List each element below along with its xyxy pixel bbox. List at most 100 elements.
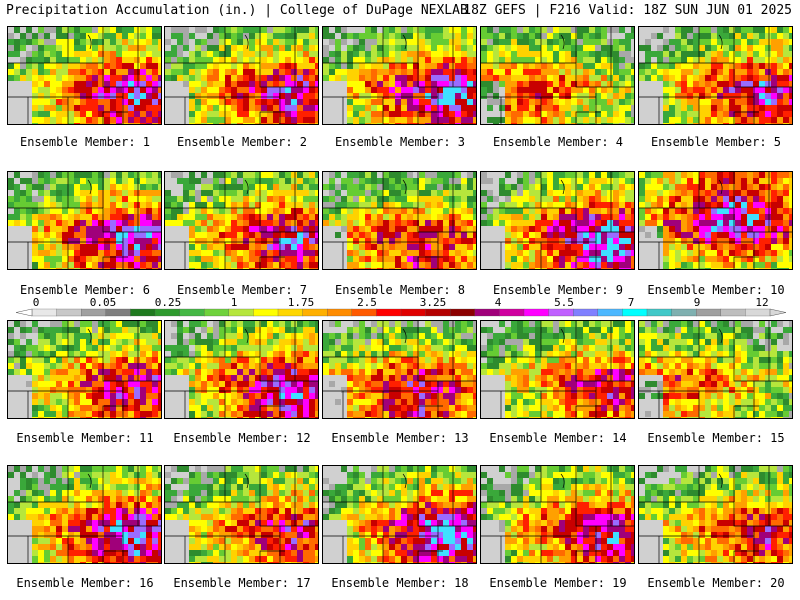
ensemble-member-label: Ensemble Member: 5 (650, 135, 782, 149)
colorbar-swatch (646, 308, 673, 317)
ensemble-member-map (164, 26, 319, 125)
colorbar-swatch (204, 308, 230, 317)
ensemble-member-map (164, 320, 319, 419)
colorbar-tick-label: 0.25 (155, 296, 182, 309)
precipitation-map (481, 321, 634, 418)
precipitation-map (8, 27, 161, 124)
ensemble-member-map (7, 171, 162, 270)
ensemble-member-label: Ensemble Member: 11 (16, 431, 154, 445)
colorbar-swatch (302, 308, 328, 317)
colorbar-swatch (351, 308, 377, 317)
precipitation-map (323, 321, 476, 418)
precipitation-map (639, 466, 792, 563)
colorbar-swatch (622, 308, 648, 317)
colorbar-swatch (523, 308, 550, 317)
colorbar-tick-label: 3.25 (420, 296, 447, 309)
colorbar-swatch (277, 308, 304, 317)
ensemble-member-label: Ensemble Member: 19 (489, 576, 627, 590)
ensemble-member-map (638, 171, 793, 270)
precipitation-map (639, 172, 792, 269)
precipitation-map (165, 27, 318, 124)
colorbar-left-arrow (15, 308, 33, 317)
ensemble-member-map (480, 26, 635, 125)
ensemble-member-map (480, 171, 635, 270)
header-run-info: 18Z GEFS | F216 Valid: 18Z SUN JUN 01 20… (463, 3, 792, 18)
colorbar-swatch (130, 308, 156, 317)
ensemble-member-map (7, 26, 162, 125)
ensemble-member-label: Ensemble Member: 4 (492, 135, 624, 149)
ensemble-member-label: Ensemble Member: 6 (19, 283, 151, 297)
ensemble-member-label: Ensemble Member: 10 (647, 283, 785, 297)
ensemble-member-map (480, 465, 635, 564)
precipitation-map (8, 321, 161, 418)
ensemble-member-map (7, 465, 162, 564)
precipitation-map (165, 321, 318, 418)
colorbar-tick-label: 12 (755, 296, 768, 309)
precipitation-map (165, 172, 318, 269)
header-title: Precipitation Accumulation (in.) | Colle… (6, 3, 468, 18)
colorbar-tick-label: 7 (628, 296, 635, 309)
precipitation-map (165, 466, 318, 563)
ensemble-member-map (480, 320, 635, 419)
ensemble-member-label: Ensemble Member: 15 (647, 431, 785, 445)
colorbar-swatch (81, 308, 107, 317)
ensemble-member-label: Ensemble Member: 9 (492, 283, 624, 297)
colorbar-swatch (228, 308, 254, 317)
colorbar-tick-label: 9 (694, 296, 701, 309)
ensemble-member-label: Ensemble Member: 16 (16, 576, 154, 590)
precipitation-map (481, 172, 634, 269)
precipitation-map (323, 172, 476, 269)
ensemble-member-map (322, 465, 477, 564)
precipitation-colorbar: 0 0.05 0.25 1 1.75 2.5 3.25 4 5.5 7 9 12 (15, 296, 787, 317)
ensemble-member-label: Ensemble Member: 2 (176, 135, 308, 149)
ensemble-member-map (322, 26, 477, 125)
colorbar-tick-label: 1 (231, 296, 238, 309)
colorbar-swatch (696, 308, 722, 317)
colorbar-tick-label: 4 (495, 296, 502, 309)
precipitation-map (481, 466, 634, 563)
ensemble-member-label: Ensemble Member: 1 (19, 135, 151, 149)
ensemble-member-label: Ensemble Member: 13 (331, 431, 469, 445)
colorbar-swatch (31, 308, 58, 317)
colorbar-swatch (376, 308, 402, 317)
ensemble-member-label: Ensemble Member: 18 (331, 576, 469, 590)
colorbar-swatch (253, 308, 279, 317)
ensemble-member-map (322, 320, 477, 419)
colorbar-swatch (154, 308, 181, 317)
precipitation-map (8, 466, 161, 563)
colorbar-swatch (499, 308, 525, 317)
ensemble-member-map (322, 171, 477, 270)
ensemble-member-label: Ensemble Member: 20 (647, 576, 785, 590)
colorbar-swatch (425, 308, 451, 317)
colorbar-swatch (179, 308, 205, 317)
colorbar-swatch (548, 308, 574, 317)
ensemble-member-label: Ensemble Member: 7 (176, 283, 308, 297)
ensemble-member-label: Ensemble Member: 12 (173, 431, 311, 445)
precipitation-map (323, 27, 476, 124)
ensemble-member-label: Ensemble Member: 14 (489, 431, 627, 445)
colorbar-right-arrow (769, 308, 787, 317)
colorbar-tick-label: 0 (33, 296, 40, 309)
precipitation-map (323, 466, 476, 563)
precipitation-map (639, 27, 792, 124)
colorbar-tick-label: 2.5 (357, 296, 377, 309)
colorbar-swatch (474, 308, 500, 317)
colorbar-swatch (573, 308, 599, 317)
colorbar-tick-label: 0.05 (90, 296, 117, 309)
colorbar-swatch (400, 308, 427, 317)
colorbar-swatch (450, 308, 476, 317)
precipitation-map (8, 172, 161, 269)
ensemble-member-map (164, 171, 319, 270)
colorbar-swatch (597, 308, 623, 317)
ensemble-member-map (638, 465, 793, 564)
colorbar-tick-label: 1.75 (288, 296, 315, 309)
colorbar-swatch (105, 308, 131, 317)
colorbar-swatch (56, 308, 82, 317)
ensemble-member-map (638, 26, 793, 125)
colorbar-swatch (745, 308, 771, 317)
ensemble-member-label: Ensemble Member: 3 (334, 135, 466, 149)
ensemble-member-map (638, 320, 793, 419)
colorbar-swatch (671, 308, 697, 317)
ensemble-member-map (164, 465, 319, 564)
precipitation-map (639, 321, 792, 418)
